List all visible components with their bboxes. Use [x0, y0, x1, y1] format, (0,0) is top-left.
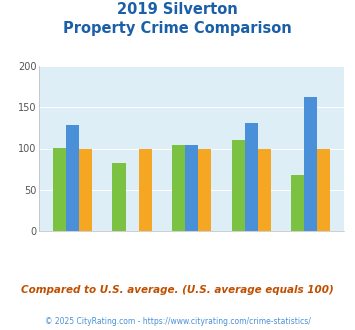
Bar [198, 148, 211, 231]
Text: © 2025 CityRating.com - https://www.cityrating.com/crime-statistics/: © 2025 CityRating.com - https://www.city… [45, 317, 310, 326]
Bar [258, 148, 271, 231]
Bar [53, 148, 66, 231]
Bar [66, 124, 79, 231]
Bar [317, 148, 331, 231]
Bar [79, 148, 92, 231]
Text: 2019 Silverton: 2019 Silverton [117, 2, 238, 16]
Bar [304, 96, 317, 231]
Bar [245, 123, 258, 231]
Bar [139, 148, 152, 231]
Bar [172, 145, 185, 231]
Text: Compared to U.S. average. (U.S. average equals 100): Compared to U.S. average. (U.S. average … [21, 285, 334, 295]
Bar [291, 175, 304, 231]
Bar [185, 145, 198, 231]
Bar [231, 140, 245, 231]
Bar [113, 163, 126, 231]
Text: Property Crime Comparison: Property Crime Comparison [63, 21, 292, 36]
